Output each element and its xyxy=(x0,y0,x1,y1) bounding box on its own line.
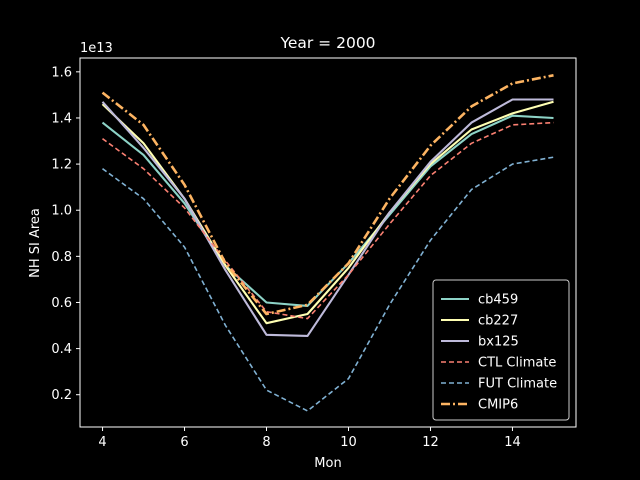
legend-label: cb459 xyxy=(478,293,518,308)
legend-label: FUT Climate xyxy=(478,377,557,392)
x-tick-label: 4 xyxy=(98,435,106,450)
x-tick-label: 8 xyxy=(262,435,270,450)
x-tick-label: 6 xyxy=(180,435,188,450)
legend-box xyxy=(432,279,570,421)
legend: cb459 cb227 bx125 CTL Climate FUT Climate CMI… xyxy=(432,279,570,421)
x-tick-label: 10 xyxy=(340,435,357,450)
plot-area: 4 6 8 10 12 14 0.2 0.4 0.6 0.8 1.0 1.2 1.4 1.6 xyxy=(51,57,577,450)
legend-label: cb227 xyxy=(478,314,518,329)
x-tick-label: 14 xyxy=(504,435,521,450)
y-offset-label: 1e13 xyxy=(80,41,113,56)
y-tick-label: 1.4 xyxy=(51,111,72,126)
y-tick-label: 1.6 xyxy=(51,65,72,80)
axes-frame xyxy=(79,57,577,428)
chart-title: Year = 2000 xyxy=(279,34,375,52)
x-tick-label: 12 xyxy=(422,435,439,450)
series-line-cb459 xyxy=(101,114,554,307)
legend-label: bx125 xyxy=(478,335,519,350)
y-tick-label: 1.2 xyxy=(51,158,72,173)
legend-label: CTL Climate xyxy=(478,356,556,371)
y-tick-label: 0.8 xyxy=(51,250,72,265)
y-tick-label: 0.2 xyxy=(51,388,72,403)
y-tick-label: 1.0 xyxy=(51,204,72,219)
y-tick-label: 0.6 xyxy=(51,296,72,311)
y-tick-label: 0.4 xyxy=(51,342,72,357)
y-axis-label: NH SI Area xyxy=(28,208,43,278)
series-line-bx125 xyxy=(101,98,554,337)
x-axis-label: Mon xyxy=(314,456,341,471)
series-line-fut-climate xyxy=(102,156,554,412)
series-line-ctl-climate xyxy=(102,121,554,320)
legend-label: CMIP6 xyxy=(478,398,518,413)
